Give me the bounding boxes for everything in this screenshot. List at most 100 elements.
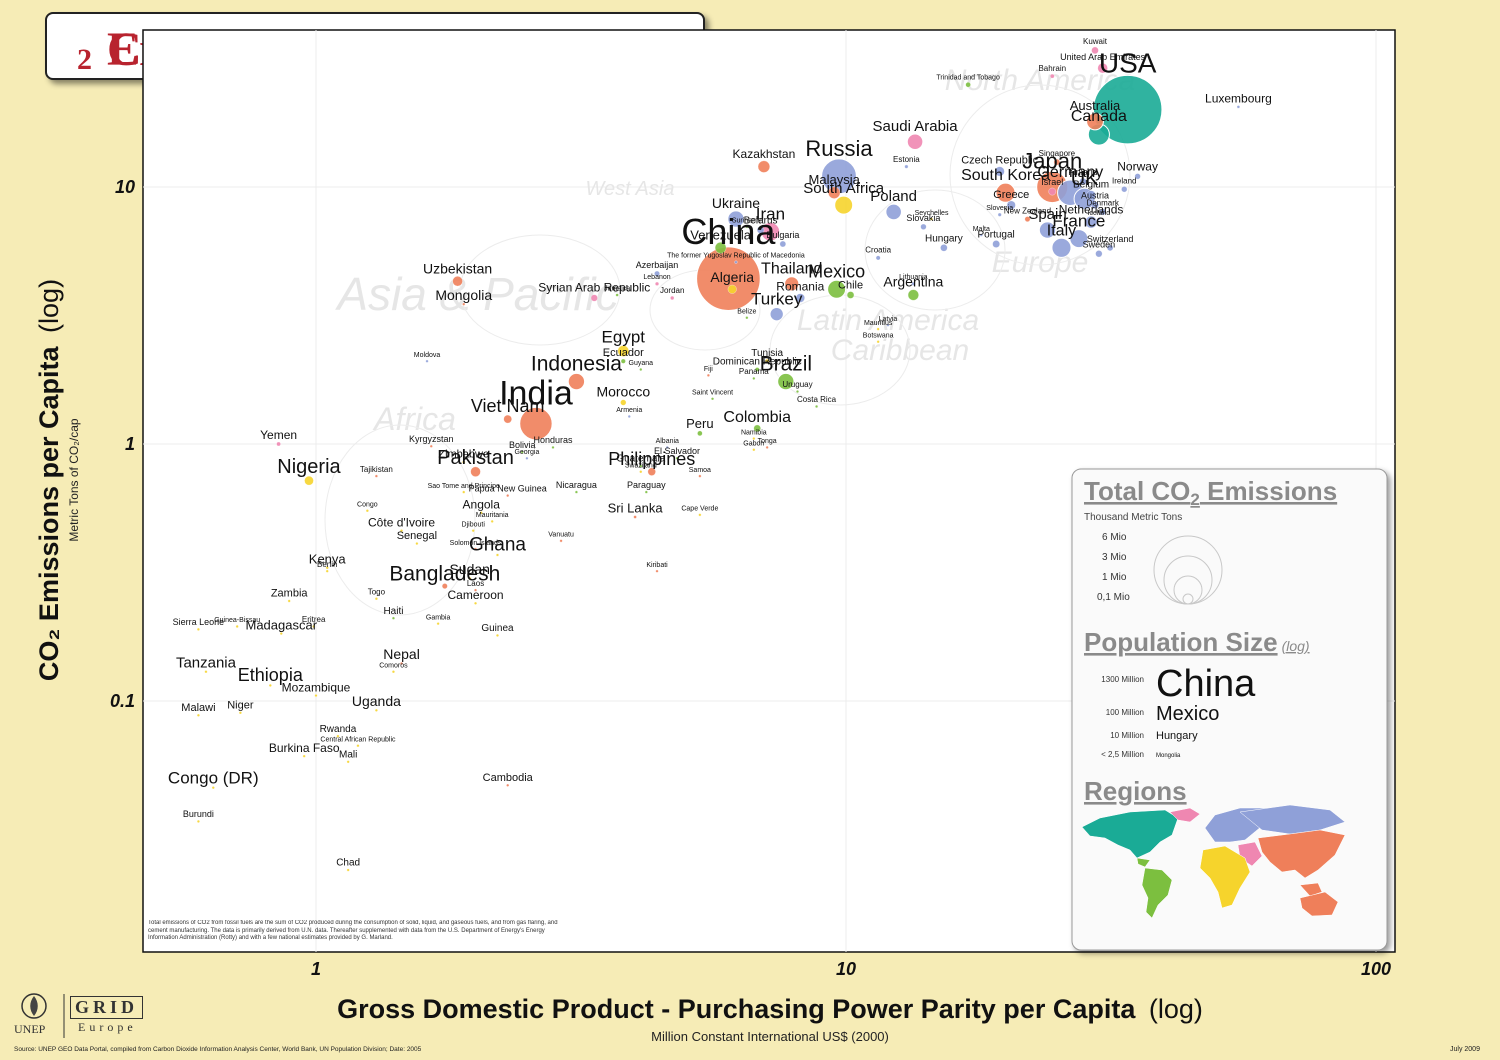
country-bubble <box>834 195 854 215</box>
country-bubble <box>655 281 659 286</box>
country-label: Turkey <box>751 290 803 309</box>
country-label: Seychelles <box>915 210 949 217</box>
y-tick-label: 10 <box>115 177 135 197</box>
country-bubble <box>639 368 643 371</box>
country-bubble <box>429 444 433 448</box>
country-bubble <box>1006 200 1016 210</box>
country-label: Chad <box>336 858 360 869</box>
country-bubble <box>1073 187 1096 210</box>
country-bubble <box>551 445 555 449</box>
region-outline <box>459 234 621 346</box>
country-label: Poland <box>870 188 917 205</box>
legend-bubble-6 <box>1153 535 1223 605</box>
world-map <box>1081 804 1346 919</box>
country-label: Angola <box>463 497 501 511</box>
country-bubble <box>965 82 971 88</box>
legend-bubble-label: 0,1 Mio <box>1097 592 1130 603</box>
country-label: Kuwait <box>1083 37 1108 46</box>
country-bubble <box>979 233 983 237</box>
logo-grid-text: GRID <box>70 996 144 1019</box>
grid <box>143 30 1395 952</box>
country-bubble <box>525 456 529 460</box>
country-label: Ethiopia <box>238 665 304 685</box>
country-bubble <box>875 255 881 261</box>
country-label: Mauritius <box>864 320 893 327</box>
country-label: Mauritania <box>476 512 509 519</box>
country-label: Comoros <box>379 662 408 669</box>
country-label: Kenya <box>309 551 347 566</box>
country-label: Costa Rica <box>797 395 837 404</box>
country-label: Djibouti <box>462 521 486 528</box>
country-bubble <box>745 225 749 229</box>
country-label: Belarus <box>744 216 778 227</box>
country-label: Tajikistan <box>360 465 393 474</box>
country-bubble <box>617 345 629 357</box>
legend-bubble-3 <box>1163 555 1213 605</box>
country-label: Lithuania <box>899 274 928 281</box>
country-label: Dominican Republic <box>713 356 802 367</box>
legend-pop-title: Population Size (log) <box>1084 627 1310 657</box>
pop-value: 100 Million <box>1106 708 1144 717</box>
country-label: Bahrain <box>1038 64 1066 73</box>
country-label: China <box>681 211 776 252</box>
country-bubble <box>506 494 510 498</box>
country-label: Sao Tome and Principe <box>428 483 500 490</box>
country-label: Ireland <box>1112 176 1136 185</box>
country-label: Philippines <box>608 449 695 469</box>
country-bubble <box>765 359 770 364</box>
pop-example: Mongolia <box>1156 753 1181 759</box>
country-label: Austria <box>1081 191 1109 201</box>
country-label: Fiji <box>704 366 713 373</box>
country-bubble <box>1036 170 1069 204</box>
country-bubble <box>1048 187 1057 196</box>
country-bubble <box>304 476 314 486</box>
country-bubble <box>698 474 702 478</box>
country-bubble <box>204 670 208 674</box>
country-bubble <box>365 509 369 513</box>
country-bubble <box>711 397 714 401</box>
country-label: Iceland <box>1088 210 1111 217</box>
country-label: Moldova <box>414 352 441 359</box>
country-label: South Korea <box>961 167 1050 184</box>
country-label: Togo <box>368 587 386 596</box>
country-bubble <box>752 437 756 441</box>
country-bubble <box>302 754 306 758</box>
country-bubble <box>462 490 466 494</box>
country-label: Latvia <box>879 316 898 323</box>
country-bubble <box>441 583 448 589</box>
country-bubble <box>391 616 395 620</box>
country-label: Laos <box>467 579 484 588</box>
region-outline <box>649 269 761 351</box>
country-label: Belize <box>737 308 756 315</box>
country-label: Honduras <box>533 435 573 445</box>
svg-text:Gross Domestic Product - Purch: Gross Domestic Product - Purchasing Powe… <box>337 994 1203 1024</box>
legend-box <box>1071 468 1388 951</box>
country-label: Saint Vincent <box>692 389 733 396</box>
country-label: Norway <box>1117 160 1158 174</box>
country-label: Samoa <box>689 467 711 474</box>
country-bubble <box>906 133 924 151</box>
country-label: Niger <box>227 699 254 711</box>
country-bubble <box>196 819 200 823</box>
country-bubble <box>876 340 880 344</box>
country-bubble <box>911 281 916 286</box>
country-bubble <box>827 279 847 299</box>
country-label: Georgia <box>514 449 539 456</box>
country-label: Netherlands <box>1059 202 1124 216</box>
country-label: El Salvador <box>654 446 700 456</box>
country-bubble <box>474 601 477 605</box>
country-label: Solomon Islands <box>450 540 502 547</box>
country-label: Algeria <box>710 269 754 285</box>
svg-text:CO₂ Emissions per Capita: CO₂ Emissions per Capita (log) <box>34 279 64 681</box>
country-bubble <box>374 708 378 712</box>
country-bubble <box>1051 237 1072 258</box>
country-label: Greece <box>993 189 1029 201</box>
country-label: Suriname <box>732 218 762 225</box>
country-label: Saudi Arabia <box>873 118 959 135</box>
unep-grid-logo: UNEP GRID Europe <box>12 992 162 1042</box>
country-bubble <box>400 661 403 665</box>
country-label: Malawi <box>181 702 215 714</box>
country-label: Cameroon <box>448 588 504 602</box>
